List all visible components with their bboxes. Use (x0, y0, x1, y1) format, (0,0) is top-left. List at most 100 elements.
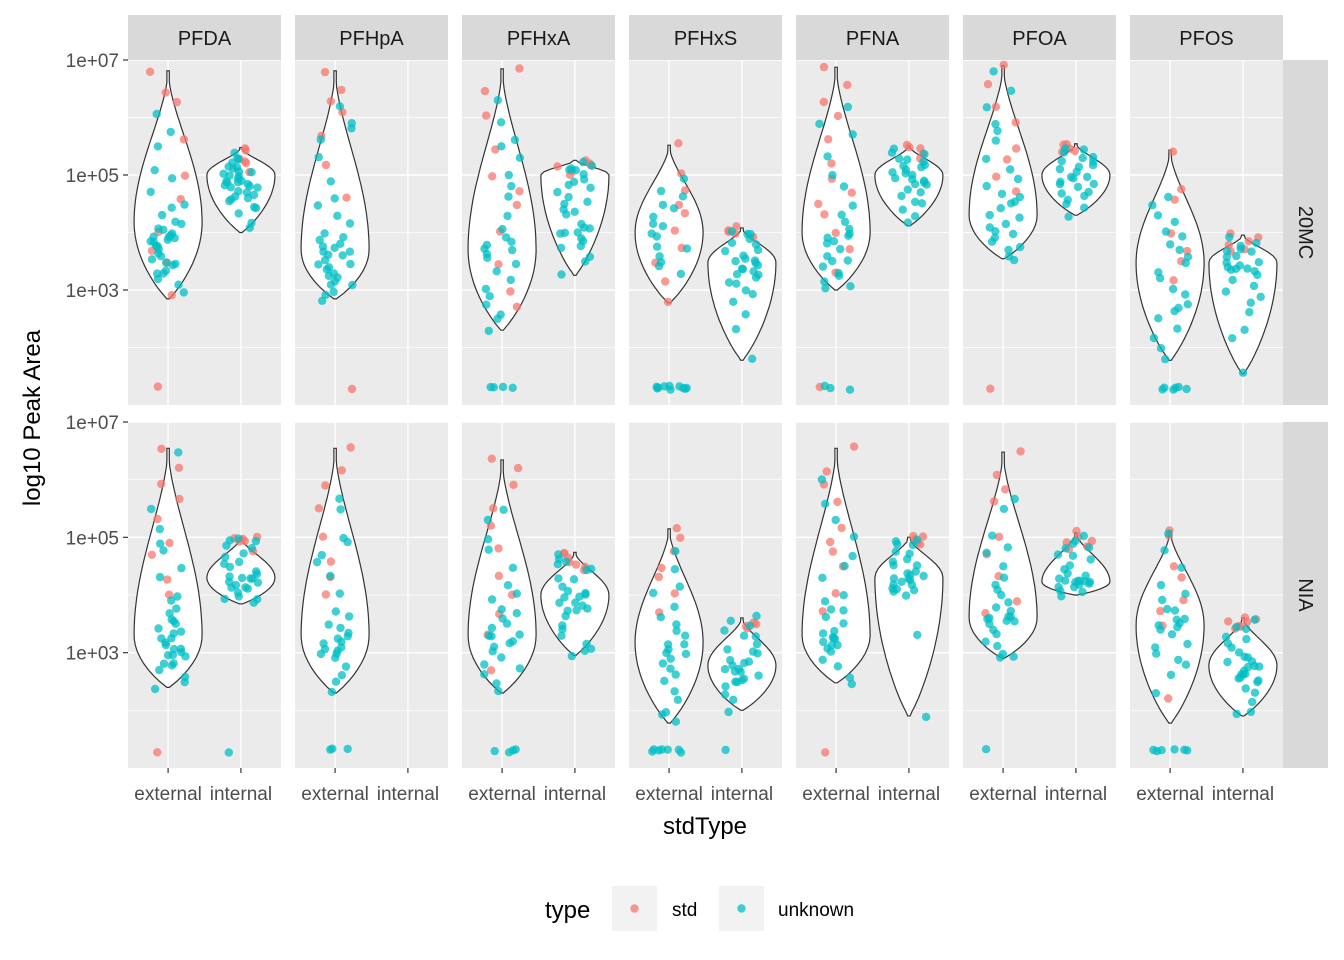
point-unknown (1240, 325, 1249, 334)
point-unknown (895, 154, 904, 163)
point-std (314, 504, 324, 513)
point-unknown (488, 647, 497, 656)
point-unknown (320, 229, 329, 238)
point-unknown (658, 659, 668, 668)
point-unknown (1247, 247, 1256, 256)
point-unknown (330, 243, 339, 252)
point-unknown (570, 207, 579, 216)
point-unknown (736, 667, 745, 676)
point-unknown (903, 218, 913, 227)
column-strip-label: PFOA (1012, 28, 1067, 50)
point-std (814, 199, 823, 209)
point-std (1156, 606, 1165, 616)
point-unknown (338, 251, 347, 260)
point-unknown (567, 651, 577, 661)
point-unknown (153, 142, 163, 151)
legend-title: type (545, 897, 590, 924)
point-unknown (1155, 273, 1165, 283)
point-unknown (821, 499, 830, 508)
point-unknown (508, 637, 518, 646)
point-std (821, 748, 830, 757)
point-unknown (681, 631, 690, 640)
point-unknown (1181, 660, 1191, 669)
column-strip-PFHpA: PFHpA (295, 15, 448, 60)
point-std (515, 64, 524, 73)
point-unknown (1228, 275, 1237, 285)
point-unknown (1249, 281, 1259, 291)
point-unknown (492, 679, 501, 688)
point-unknown (237, 573, 247, 583)
point-unknown (253, 578, 263, 587)
point-unknown (834, 271, 844, 280)
point-unknown (1079, 531, 1089, 540)
point-unknown (1063, 569, 1072, 578)
point-unknown (1181, 258, 1190, 268)
point-unknown (1182, 384, 1191, 394)
point-unknown (156, 539, 165, 548)
point-unknown (916, 188, 925, 197)
point-unknown (1228, 334, 1237, 343)
point-unknown (507, 237, 516, 246)
panel-NIA-PFHxS (629, 421, 782, 768)
point-unknown (849, 532, 859, 541)
point-unknown (504, 748, 514, 757)
point-unknown (324, 250, 333, 259)
point-unknown (1161, 355, 1170, 364)
point-unknown (1073, 182, 1083, 192)
point-unknown (333, 273, 342, 282)
point-unknown (344, 612, 354, 621)
point-unknown (721, 745, 730, 755)
point-unknown (326, 177, 335, 186)
point-unknown (166, 231, 175, 240)
point-unknown (727, 238, 737, 247)
point-unknown (820, 597, 830, 606)
point-unknown (335, 494, 344, 503)
point-unknown (562, 210, 571, 219)
point-std (819, 62, 829, 72)
point-unknown (497, 653, 506, 662)
point-std (515, 187, 524, 196)
point-unknown (658, 200, 668, 210)
point-unknown (987, 237, 997, 246)
point-unknown (839, 619, 848, 628)
point-unknown (346, 259, 355, 269)
point-unknown (745, 234, 754, 244)
point-std (986, 384, 995, 393)
point-std (326, 97, 336, 106)
x-tick-label: internal (544, 784, 606, 805)
point-unknown (753, 649, 762, 658)
point-unknown (555, 598, 564, 607)
point-unknown (909, 586, 919, 595)
point-unknown (1236, 244, 1245, 254)
point-unknown (237, 176, 246, 185)
point-unknown (833, 662, 843, 671)
point-unknown (1181, 290, 1190, 299)
point-unknown (168, 261, 177, 270)
point-unknown (1221, 287, 1231, 296)
x-tick-label: external (1136, 784, 1204, 805)
point-unknown (1225, 232, 1234, 242)
point-unknown (1004, 245, 1013, 255)
point-unknown (999, 573, 1009, 582)
point-unknown (1088, 161, 1098, 170)
point-unknown (910, 212, 920, 221)
point-unknown (326, 571, 335, 581)
point-std (674, 139, 683, 148)
point-unknown (318, 296, 327, 305)
point-unknown (1183, 300, 1193, 309)
point-unknown (988, 531, 997, 540)
point-unknown (553, 560, 562, 569)
point-unknown (1250, 688, 1260, 697)
point-unknown (1254, 258, 1264, 267)
point-unknown (314, 260, 323, 269)
point-std (337, 85, 346, 95)
point-unknown (560, 228, 570, 237)
point-unknown (219, 169, 228, 178)
point-unknown (720, 665, 730, 674)
point-unknown (330, 194, 339, 203)
point-unknown (1061, 544, 1070, 553)
point-std (1224, 617, 1233, 626)
point-unknown (891, 174, 900, 183)
point-unknown (836, 244, 845, 254)
point-std (571, 560, 581, 569)
